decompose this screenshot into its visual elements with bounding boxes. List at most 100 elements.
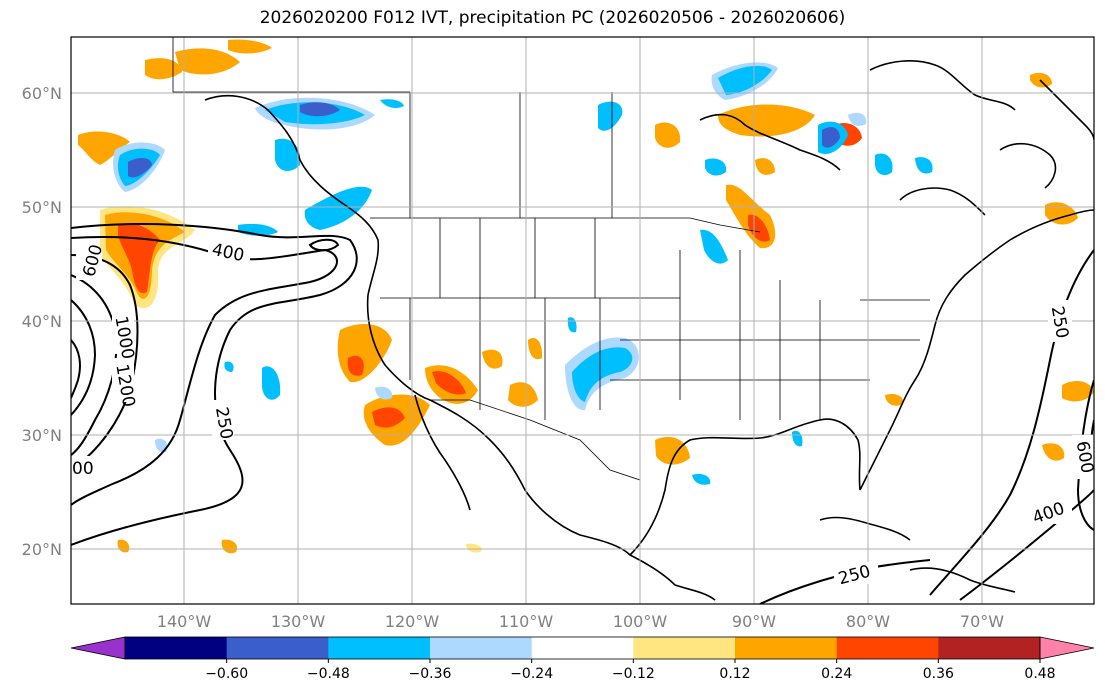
precip-area (128, 158, 152, 178)
colorbar-extend-high (1039, 636, 1095, 660)
lat-tick-label: 40°N (22, 312, 62, 331)
contour-label: 00 (72, 459, 94, 479)
border-line (172, 37, 410, 93)
coastline (869, 60, 1016, 111)
colorbar-outline (124, 636, 1041, 660)
map-frame (70, 36, 1095, 605)
colorbar-segment (328, 637, 431, 659)
lat-tick-label: 20°N (22, 540, 62, 559)
precip-area (466, 543, 482, 553)
colorbar-segment (633, 637, 736, 659)
precip-area (655, 436, 690, 465)
precip-area (700, 229, 728, 264)
colorbar-segment (938, 637, 1041, 659)
precip-area (347, 355, 364, 376)
border-line (860, 299, 930, 341)
lon-tick-label: 130°W (271, 612, 326, 631)
contour-label: 600 (1072, 439, 1097, 474)
coastline (859, 209, 1094, 491)
colorbar-tick-label: 0.36 (923, 666, 954, 682)
colorbar-segment (125, 637, 228, 659)
lat-tick-label: 50°N (22, 198, 62, 217)
grid (71, 37, 1094, 604)
ivt-contour-line (308, 238, 340, 252)
colorbar-segment (226, 637, 329, 659)
ivt-contour-line (929, 249, 1094, 596)
precip-area (885, 394, 904, 406)
precip-area (572, 347, 633, 402)
colorbar-tick-label: 0.24 (821, 666, 852, 682)
precip-area (1062, 380, 1094, 402)
colorbar-tick-label: −0.36 (409, 666, 452, 682)
coastline (629, 418, 861, 556)
colorbar-tick-label: −0.24 (510, 666, 553, 682)
precip-area (508, 382, 538, 407)
precip-area (432, 371, 466, 395)
colorbar-segment (836, 637, 939, 659)
lon-tick-label: 70°W (960, 612, 1004, 631)
coastline (699, 113, 841, 171)
precip-area (755, 158, 775, 175)
precip-area (262, 366, 281, 400)
ivt-contours (71, 223, 1094, 604)
lon-tick-label: 140°W (157, 612, 212, 631)
negative-precip-areas (113, 62, 933, 485)
precip-area (175, 48, 240, 75)
precip-area (718, 104, 815, 137)
precip-area (275, 138, 301, 172)
precip-area (1042, 443, 1065, 461)
colorbar-tick-label: 0.48 (1024, 666, 1055, 682)
precip-area (304, 186, 372, 230)
ivt-contour-line (71, 339, 81, 399)
border-line (679, 250, 821, 420)
precip-area (482, 349, 503, 369)
precip-area (718, 65, 772, 95)
colorbar-segment (430, 637, 533, 659)
border-line (439, 218, 596, 298)
lon-tick-label: 110°W (499, 612, 554, 631)
coastline (909, 567, 1016, 593)
precip-area (598, 101, 623, 131)
borders (172, 37, 930, 481)
lon-tick-label: 100°W (613, 612, 668, 631)
precip-area (705, 158, 727, 176)
precip-area (1045, 202, 1078, 225)
precip-area (375, 386, 393, 400)
precip-area (915, 157, 933, 174)
ivt-contour-line (71, 299, 97, 416)
precip-area (528, 338, 543, 360)
map-title: 2026020200 F012 IVT, precipitation PC (2… (259, 8, 846, 28)
precip-area (78, 131, 130, 165)
colorbar-tick-label: 0.12 (719, 666, 750, 682)
ivt-contour-line (71, 254, 139, 471)
colorbar-segment (531, 637, 634, 659)
colorbar-tick-label: −0.48 (307, 666, 350, 682)
precip-area (875, 153, 893, 176)
precip-area (692, 474, 711, 485)
precip-area (380, 99, 404, 108)
coastline (819, 516, 911, 541)
lon-tick-label: 80°W (846, 612, 890, 631)
colorbar: −0.60 −0.48 −0.36 −0.24 −0.12 0.12 0.24 0.36 0.4… (70, 636, 1095, 682)
coastline (204, 94, 716, 601)
lon-tick-label: 120°W (385, 612, 440, 631)
precip-area (224, 361, 234, 372)
colorbar-extend-low (70, 636, 126, 660)
colorbar-tick-label: −0.60 (205, 666, 248, 682)
precip-area (822, 127, 840, 148)
precip-area (372, 407, 405, 428)
border-line (610, 339, 870, 381)
ivt-contour-line (71, 223, 358, 546)
colorbar-tick-label: −0.12 (612, 666, 655, 682)
coastlines (204, 60, 1094, 601)
precip-area (118, 223, 160, 294)
precip-area (221, 539, 238, 554)
precip-area (228, 39, 272, 54)
lat-tick-label: 60°N (22, 84, 62, 103)
border-line (380, 297, 680, 420)
colorbar-segment (735, 637, 838, 659)
coastline (999, 142, 1057, 189)
ivt-contour-line (1076, 379, 1094, 531)
lon-tick-label: 90°W (732, 612, 776, 631)
